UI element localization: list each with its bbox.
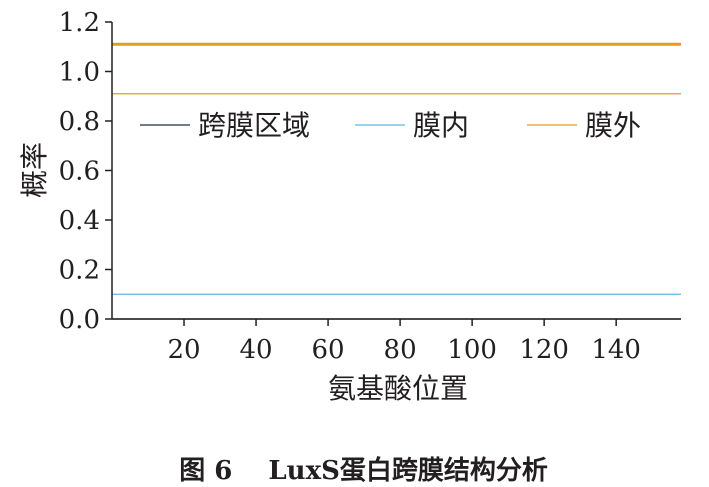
y-tick-label-5: 1.0 (59, 58, 100, 88)
x-tick-label-2: 60 (312, 335, 345, 365)
x-tick-label-4: 100 (447, 335, 497, 365)
y-tick-label-1: 0.2 (59, 256, 100, 286)
legend-label-0: 跨膜区域 (198, 109, 310, 142)
x-tick-label-6: 140 (591, 335, 641, 365)
figure-caption: 图 6 LuxS蛋白跨膜结构分析 (0, 420, 709, 487)
x-axis-label: 氨基酸位置 (328, 372, 468, 405)
series-lines (112, 42, 681, 320)
y-tick-label-4: 0.8 (59, 107, 100, 137)
x-tick-label-3: 80 (384, 335, 417, 365)
x-tick-label-5: 120 (519, 335, 569, 365)
x-tick-label-1: 40 (240, 335, 273, 365)
y-tick-label-6: 1.2 (59, 8, 100, 38)
y-axis: 0.0 0.2 0.4 0.6 0.8 1.0 1.2 (59, 8, 113, 335)
y-axis-label: 概率 (18, 142, 51, 198)
legend: 跨膜区域 膜内 膜外 (140, 109, 641, 142)
legend-label-1: 膜内 (413, 109, 469, 142)
figure-label: 图 6 (179, 456, 233, 486)
figure-title: LuxS蛋白跨膜结构分析 (268, 456, 548, 486)
y-tick-label-3: 0.6 (59, 157, 100, 187)
x-axis: 20 40 60 80 100 120 140 (112, 318, 681, 365)
y-tick-label-0: 0.0 (59, 305, 100, 335)
legend-label-2: 膜外 (585, 109, 641, 142)
x-tick-label-0: 20 (167, 335, 200, 365)
chart: 20 40 60 80 100 120 140 0.00.20.40.60.81.01.2 … (18, 8, 681, 405)
y-tick-label-2: 0.4 (59, 206, 100, 236)
